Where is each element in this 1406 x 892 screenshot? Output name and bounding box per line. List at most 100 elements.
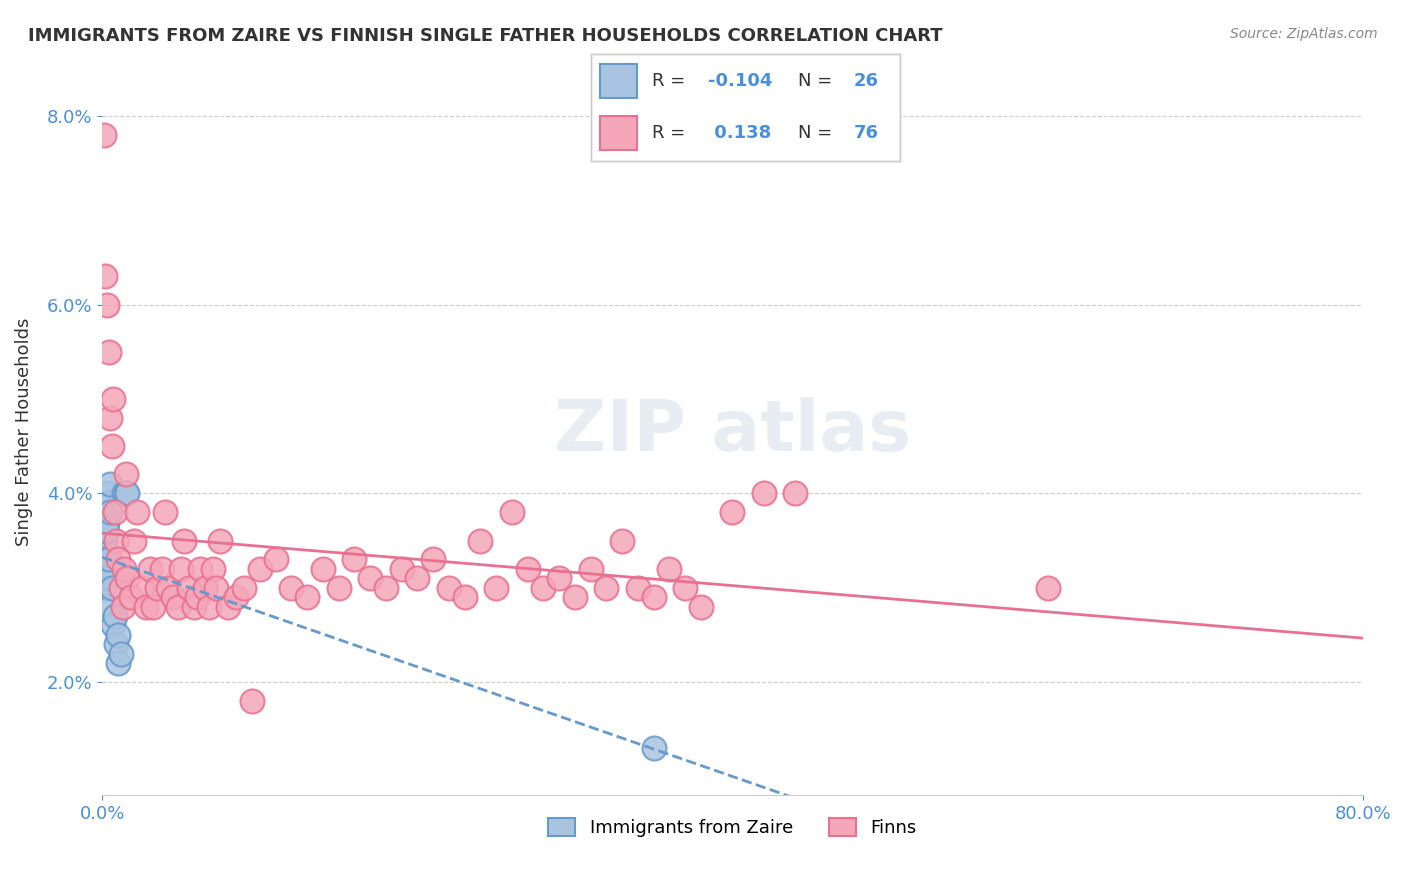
Point [104, 609, 127, 624]
Point [627, 581, 650, 595]
Point [752, 486, 775, 500]
Point [120, 590, 142, 604]
Point [142, 599, 165, 614]
Point [150, 562, 173, 576]
Point [470, 533, 492, 548]
Text: 76: 76 [853, 124, 879, 142]
Point [93, 581, 115, 595]
Text: R =: R = [652, 72, 692, 90]
Point [204, 581, 226, 595]
Point [643, 741, 665, 756]
Point [125, 505, 148, 519]
Point [107, 628, 129, 642]
Point [112, 486, 135, 500]
Point [117, 571, 139, 585]
Point [690, 599, 713, 614]
Point [107, 657, 129, 671]
Point [240, 694, 263, 708]
Point [280, 581, 302, 595]
Point [209, 533, 232, 548]
Text: 0.138: 0.138 [709, 124, 772, 142]
Point [115, 486, 138, 500]
Point [343, 552, 366, 566]
Point [98, 599, 121, 614]
Point [548, 571, 571, 585]
Point [595, 581, 617, 595]
Point [115, 467, 138, 482]
Point [100, 581, 122, 595]
Point [183, 599, 205, 614]
Point [98, 476, 121, 491]
Point [485, 581, 508, 595]
Point [188, 562, 211, 576]
Legend: Immigrants from Zaire, Finns: Immigrants from Zaire, Finns [541, 811, 924, 845]
Point [96, 297, 118, 311]
Point [359, 571, 381, 585]
Point [103, 618, 125, 632]
Point [105, 637, 128, 651]
Point [157, 581, 180, 595]
Point [201, 562, 224, 576]
Point [312, 562, 335, 576]
Text: ZIP atlas: ZIP atlas [554, 398, 911, 467]
Point [104, 505, 127, 519]
Point [94, 533, 117, 548]
Point [173, 533, 195, 548]
Point [328, 581, 350, 595]
Point [103, 392, 125, 406]
Point [107, 552, 129, 566]
Point [122, 533, 145, 548]
Point [217, 599, 239, 614]
Point [94, 571, 117, 585]
Point [100, 439, 122, 453]
Point [785, 486, 807, 500]
Point [225, 590, 247, 604]
Point [579, 562, 602, 576]
Y-axis label: Single Father Households: Single Father Households [15, 318, 32, 546]
Point [721, 505, 744, 519]
Point [93, 562, 115, 576]
Point [391, 562, 413, 576]
Point [97, 496, 120, 510]
Point [146, 581, 169, 595]
Point [264, 552, 287, 566]
Point [453, 590, 475, 604]
Point [98, 505, 121, 519]
FancyBboxPatch shape [600, 116, 637, 150]
Point [138, 562, 160, 576]
Point [94, 505, 117, 519]
Point [105, 533, 128, 548]
Point [96, 515, 118, 529]
Point [233, 581, 256, 595]
Point [501, 505, 523, 519]
Point [673, 581, 696, 595]
Point [249, 562, 271, 576]
Text: N =: N = [797, 72, 838, 90]
Point [422, 552, 444, 566]
Point [194, 581, 217, 595]
Point [155, 505, 177, 519]
Text: -0.104: -0.104 [709, 72, 772, 90]
Text: Source: ZipAtlas.com: Source: ZipAtlas.com [1230, 27, 1378, 41]
Point [374, 581, 396, 595]
Point [93, 543, 115, 558]
Point [110, 647, 132, 661]
Point [96, 486, 118, 500]
Point [97, 552, 120, 566]
Point [177, 581, 200, 595]
Point [93, 128, 115, 142]
Point [437, 581, 460, 595]
Point [97, 344, 120, 359]
Point [110, 581, 132, 595]
Point [131, 581, 153, 595]
Point [98, 410, 121, 425]
Text: 26: 26 [853, 72, 879, 90]
Point [295, 590, 318, 604]
Point [112, 562, 135, 576]
Point [111, 599, 134, 614]
Point [564, 590, 586, 604]
Point [167, 599, 190, 614]
Point [516, 562, 538, 576]
Text: IMMIGRANTS FROM ZAIRE VS FINNISH SINGLE FATHER HOUSEHOLDS CORRELATION CHART: IMMIGRANTS FROM ZAIRE VS FINNISH SINGLE … [28, 27, 943, 45]
Point [135, 599, 157, 614]
